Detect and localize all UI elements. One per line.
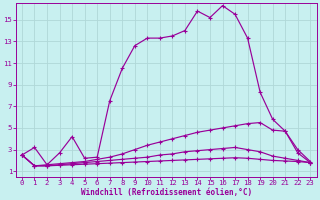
X-axis label: Windchill (Refroidissement éolien,°C): Windchill (Refroidissement éolien,°C) xyxy=(81,188,252,197)
